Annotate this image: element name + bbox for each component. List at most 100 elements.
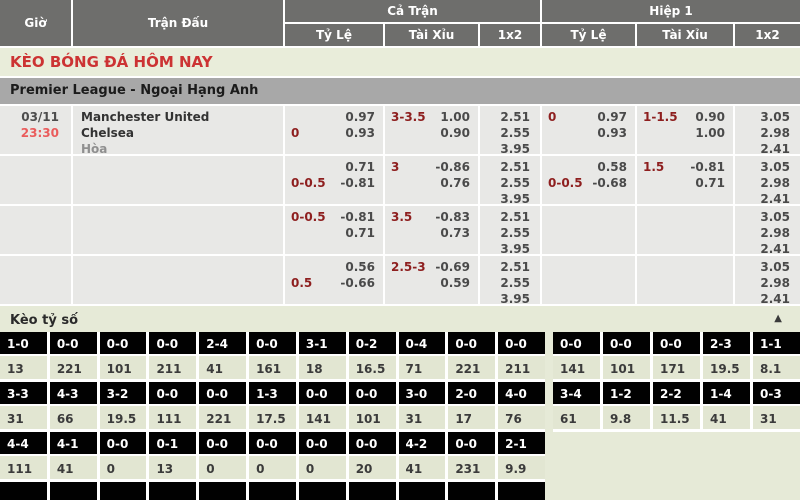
score-bet-cell[interactable]: 1-1 8.1 [753,332,800,382]
1x2-odds-value[interactable]: 3.95 [500,192,530,204]
1x2-odds-value[interactable]: 2.41 [760,142,790,154]
score-bet-cell[interactable] [99,482,147,500]
score-bet-cell[interactable]: 0-4 71 [398,332,446,382]
ft-over-under-cell[interactable]: 2.5-3 -0.69 0.59 [385,256,478,304]
h1-handicap-cell[interactable]: 0.58 0-0.5 -0.68 [542,156,635,204]
ft-handicap-cell[interactable]: 0.97 0 0.93 [285,106,383,154]
1x2-odds-value[interactable]: 2.98 [760,226,790,240]
header-h1-over-under: Tài Xỉu [637,24,733,46]
score-label [298,482,346,500]
score-bet-cell[interactable]: 3-1 18 [298,332,346,382]
1x2-odds-value[interactable]: 3.05 [760,260,790,274]
score-odds-value: 19.5 [703,356,750,382]
1x2-odds-value[interactable]: 3.95 [500,142,530,154]
score-bet-cell[interactable] [448,482,496,500]
score-label: 3-1 [298,332,346,356]
1x2-odds-value[interactable]: 2.55 [500,126,530,140]
score-bet-cell[interactable]: 2-2 11.5 [653,382,700,432]
1x2-odds-value[interactable]: 3.05 [760,210,790,224]
score-bet-cell[interactable]: 4-0 76 [498,382,545,432]
1x2-odds-value[interactable]: 2.51 [500,110,530,124]
score-bet-cell[interactable]: 0-0 0 [249,432,296,482]
score-bet-cell[interactable]: 1-2 9.8 [603,382,650,432]
score-bet-cell[interactable] [0,482,47,500]
score-bet-cell[interactable]: 3-3 31 [0,382,47,432]
match-time-cell [0,156,71,204]
score-bet-cell[interactable]: 4-4 111 [0,432,47,482]
h1-over-under-cell[interactable] [637,206,733,254]
score-bet-cell[interactable]: 2-3 19.5 [703,332,750,382]
1x2-odds-value[interactable]: 2.41 [760,192,790,204]
1x2-odds-value[interactable]: 2.98 [760,126,790,140]
score-bet-cell[interactable]: 3-2 19.5 [99,382,147,432]
1x2-odds-value[interactable]: 3.05 [760,160,790,174]
score-bet-cell[interactable]: 1-3 17.5 [249,382,296,432]
score-bet-cell[interactable]: 2-0 17 [448,382,496,432]
score-bet-cell[interactable]: 0-0 0 [199,432,247,482]
h1-over-under-cell[interactable] [637,256,733,304]
score-bet-cell[interactable]: 0-0 141 [553,332,600,382]
ft-handicap-cell[interactable]: 0.56 0.5 -0.66 [285,256,383,304]
1x2-odds-value[interactable]: 2.55 [500,276,530,290]
score-bet-cell[interactable]: 3-4 61 [553,382,600,432]
ft-handicap-cell[interactable]: 0.71 0-0.5 -0.81 [285,156,383,204]
score-bet-cell[interactable]: 0-0 221 [448,332,496,382]
score-bet-cell[interactable]: 0-1 13 [149,432,197,482]
score-bet-cell[interactable]: 0-0 221 [199,382,247,432]
score-bet-cell[interactable] [199,482,247,500]
score-bet-cell[interactable]: 0-0 141 [298,382,346,432]
h1-over-under-cell[interactable]: 1-1.5 0.90 1.00 [637,106,733,154]
score-bet-cell[interactable]: 0-2 16.5 [348,332,396,382]
score-bet-cell[interactable]: 0-0 101 [99,332,147,382]
ft-over-under-cell[interactable]: 3 -0.86 0.76 [385,156,478,204]
score-bet-cell[interactable]: 4-3 66 [49,382,97,432]
1x2-odds-value[interactable]: 2.55 [500,226,530,240]
score-bet-cell[interactable] [49,482,97,500]
score-bet-cell[interactable]: 0-0 0 [99,432,147,482]
score-bet-cell[interactable]: 3-0 31 [398,382,446,432]
score-bet-cell[interactable]: 0-0 101 [603,332,650,382]
1x2-odds-value[interactable]: 2.41 [760,242,790,254]
1x2-odds-value[interactable]: 2.98 [760,276,790,290]
1x2-odds-value[interactable]: 2.51 [500,260,530,274]
ft-over-under-cell[interactable]: 3-3.5 1.00 0.90 [385,106,478,154]
1x2-odds-value[interactable]: 3.05 [760,110,790,124]
score-bet-cell[interactable]: 2-1 9.9 [498,432,545,482]
score-bet-cell[interactable]: 0-0 221 [49,332,97,382]
score-bet-cell[interactable]: 2-4 41 [199,332,247,382]
h1-handicap-cell[interactable] [542,256,635,304]
score-bet-cell[interactable] [498,482,545,500]
1x2-odds-value[interactable]: 2.55 [500,176,530,190]
score-bet-cell[interactable] [348,482,396,500]
score-bet-cell[interactable]: 0-0 171 [653,332,700,382]
h1-over-under-cell[interactable]: 1.5 -0.81 0.71 [637,156,733,204]
h1-handicap-cell[interactable]: 0 0.97 0.93 [542,106,635,154]
score-bet-cell[interactable]: 0-0 211 [498,332,545,382]
score-bet-cell[interactable] [398,482,446,500]
ft-over-under-cell[interactable]: 3.5 -0.83 0.73 [385,206,478,254]
score-bet-cell[interactable] [149,482,197,500]
score-bet-cell[interactable]: 0-3 31 [753,382,800,432]
score-bet-cell[interactable]: 0-0 111 [149,382,197,432]
score-bet-cell[interactable]: 1-0 13 [0,332,47,382]
1x2-odds-value[interactable]: 2.98 [760,176,790,190]
score-bet-cell[interactable]: 4-2 41 [398,432,446,482]
1x2-odds-value[interactable]: 2.51 [500,210,530,224]
h1-handicap-cell[interactable] [542,206,635,254]
score-bet-cell[interactable]: 1-4 41 [703,382,750,432]
1x2-odds-value[interactable]: 3.95 [500,242,530,254]
1x2-odds-value[interactable]: 3.95 [500,292,530,304]
score-bet-cell[interactable]: 0-0 231 [448,432,496,482]
score-bet-cell[interactable]: 0-0 0 [298,432,346,482]
1x2-odds-value[interactable]: 2.41 [760,292,790,304]
collapse-arrow-icon[interactable]: ▲ [774,313,782,324]
ft-handicap-cell[interactable]: 0-0.5 -0.81 0.71 [285,206,383,254]
score-bet-cell[interactable]: 0-0 161 [249,332,296,382]
score-bet-cell[interactable]: 0-0 101 [348,382,396,432]
score-bet-cell[interactable]: 0-0 211 [149,332,197,382]
score-bet-cell[interactable] [249,482,296,500]
score-bet-cell[interactable]: 4-1 41 [49,432,97,482]
score-bet-cell[interactable]: 0-0 20 [348,432,396,482]
1x2-odds-value[interactable]: 2.51 [500,160,530,174]
score-bet-cell[interactable] [298,482,346,500]
